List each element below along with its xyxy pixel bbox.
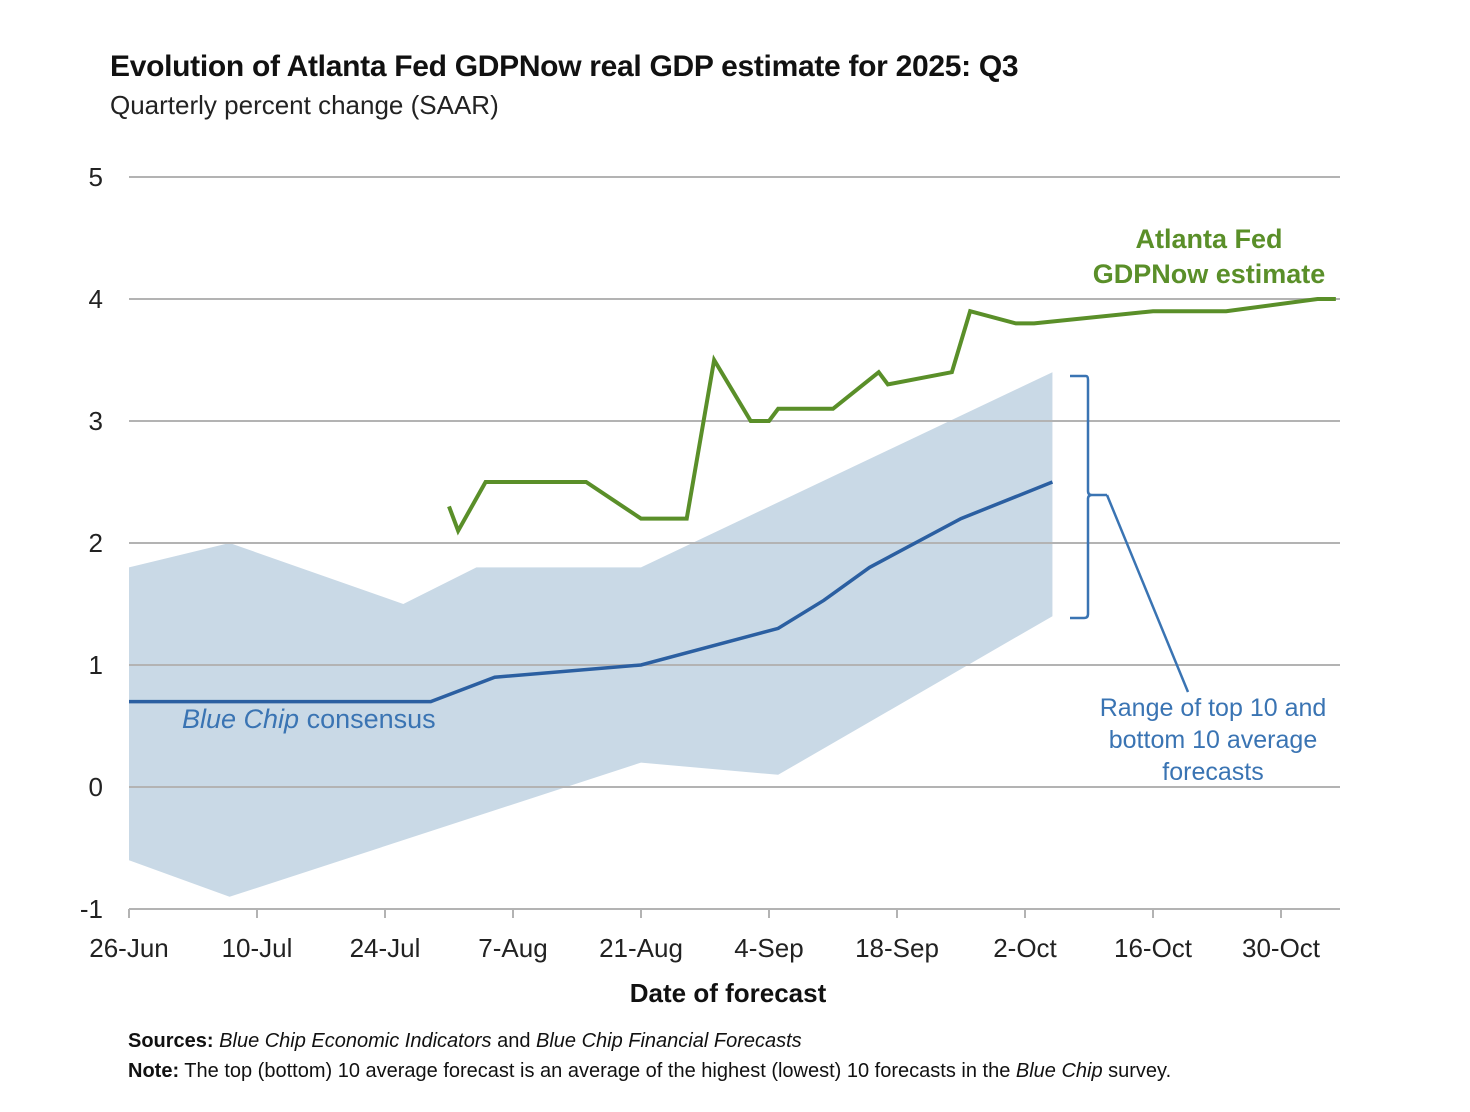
y-tick-label: 0 [89,772,103,802]
consensus-label-rest: consensus [299,704,436,734]
x-tick-label: 4-Sep [734,933,803,963]
gdpnow-label: GDPNow estimate [1093,259,1326,289]
chart-title: Evolution of Atlanta Fed GDPNow real GDP… [110,50,1019,83]
sources-line: Sources: Blue Chip Economic Indicators a… [128,1030,802,1053]
y-axis-labels: 5 4 3 2 1 0 -1 [80,162,103,924]
consensus-label-italic: Blue Chip [182,704,299,734]
y-tick-label: 1 [89,650,103,680]
range-leader-line [1105,494,1190,693]
series-lines [129,297,1336,704]
sources-part1: Blue Chip Economic Indicators [219,1030,492,1052]
x-tick-label: 21-Aug [599,933,683,963]
x-tick-label: 16-Oct [1114,933,1193,963]
x-tick-label: 7-Aug [478,933,547,963]
range-band-layer [129,372,1053,897]
y-tick-label: 4 [89,284,103,314]
range-bracket [1070,374,1107,620]
x-tick-label: 10-Jul [222,933,293,963]
note-line: Note: The top (bottom) 10 average foreca… [128,1060,1171,1083]
consensus-line [129,480,1054,704]
x-tick-label: 24-Jul [350,933,421,963]
gdpnow-label: Atlanta Fed [1135,224,1282,254]
y-tick-label: 3 [89,406,103,436]
y-tick-label: 5 [89,162,103,192]
consensus-label: Blue Chip consensus [182,704,436,734]
gdpnow-line [447,297,1336,536]
x-axis [128,908,1340,918]
sources-part2: Blue Chip Financial Forecasts [536,1030,802,1052]
note-label: Note: [128,1060,180,1082]
note-text: The top (bottom) 10 average forecast is … [179,1060,1016,1082]
x-tick-label: 26-Jun [89,933,169,963]
x-axis-title: Date of forecast [630,978,827,1008]
annotations: Atlanta Fed GDPNow estimate Blue Chip cons… [182,224,1326,786]
x-tick-label: 2-Oct [993,933,1057,963]
x-tick-label: 18-Sep [855,933,939,963]
y-tick-label: 2 [89,528,103,558]
range-band [129,372,1053,897]
gridlines [129,176,1340,788]
y-tick-label: -1 [80,894,103,924]
range-label: Range of top 10 and [1100,694,1327,722]
range-label: forecasts [1162,758,1263,786]
chart-subtitle: Quarterly percent change (SAAR) [110,90,499,120]
note-italic: Blue Chip [1015,1060,1103,1082]
range-label: bottom 10 average [1109,726,1317,754]
x-axis-labels: 26-Jun 10-Jul 24-Jul 7-Aug 21-Aug 4-Sep 18-Sep… [89,933,1321,963]
x-tick-label: 30-Oct [1242,933,1321,963]
sources-label: Sources: [128,1030,214,1052]
note-end: survey. [1102,1060,1172,1082]
sources-and: and [491,1030,536,1052]
